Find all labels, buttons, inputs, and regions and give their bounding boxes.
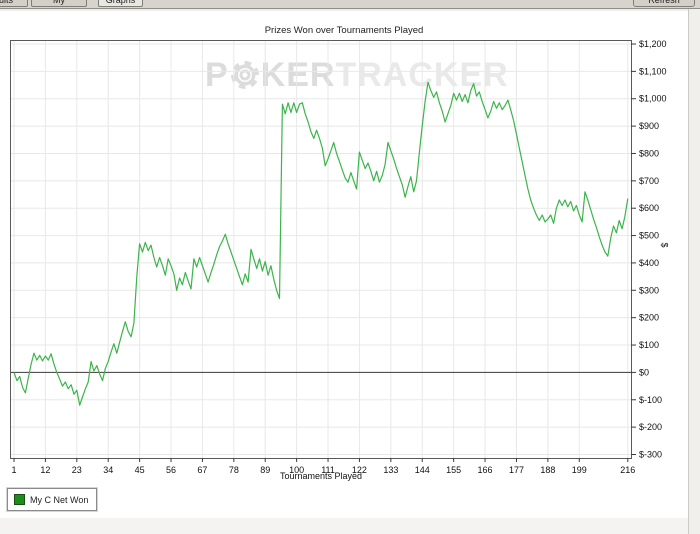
series-line (13, 81, 629, 406)
x-tick-label: 78 (229, 465, 239, 475)
refresh-button-label: Refresh (648, 0, 680, 5)
x-axis-title: Tournaments Played (279, 471, 363, 481)
panel-divider (0, 9, 700, 11)
tab-my-reports-label: My Reports (53, 0, 65, 5)
y-tick-label: $800 (639, 148, 659, 158)
x-tick-label: 1 (11, 465, 16, 475)
plot-border (10, 40, 632, 459)
watermark-ker: KER (260, 56, 336, 94)
chart-title: Prizes Won over Tournaments Played (264, 25, 424, 36)
pokertracker-watermark: P KERTRACKER (205, 56, 509, 99)
y-tick-label: $700 (639, 176, 659, 186)
y-tick-label: $500 (639, 231, 659, 241)
x-tick-label: 177 (509, 465, 524, 475)
y-tick-label: $200 (639, 313, 659, 323)
legend-series-label: My C Net Won (30, 494, 89, 505)
x-tick-label: 100 (289, 465, 304, 475)
top-toolbar: Results My Reports Graphs Refresh (0, 0, 700, 9)
refresh-button[interactable]: Refresh (633, 0, 695, 7)
tab-my-reports[interactable]: My Reports (31, 0, 87, 7)
y-tick-label: $900 (639, 121, 659, 131)
x-tick-label: 89 (260, 465, 270, 475)
x-tick-label: 122 (352, 465, 367, 475)
x-tick-label: 133 (383, 465, 398, 475)
bottom-window-strip (0, 518, 688, 534)
x-tick-label: 56 (166, 465, 176, 475)
y-tick-label: $1,000 (639, 94, 667, 104)
y-tick-label: $1,100 (639, 66, 667, 76)
x-tick-label: 144 (415, 465, 430, 475)
x-tick-label: 111 (321, 465, 335, 475)
y-tick-label: $600 (639, 203, 659, 213)
tab-graphs[interactable]: Graphs (98, 0, 143, 7)
x-tick-label: 45 (135, 465, 145, 475)
x-tick-label: 216 (620, 465, 635, 475)
legend-swatch-green (14, 494, 25, 505)
x-tick-label: 166 (478, 465, 493, 475)
x-tick-label: 155 (446, 465, 461, 475)
y-tick-label: $0 (639, 367, 649, 377)
watermark-p: P (205, 56, 229, 94)
x-tick-label: 12 (40, 465, 50, 475)
y-tick-label: $400 (639, 258, 659, 268)
x-tick-label: 34 (103, 465, 113, 475)
y-axis-title: $ (659, 242, 670, 248)
x-tick-label: 188 (540, 465, 555, 475)
x-tick-label: 199 (572, 465, 587, 475)
right-window-strip (688, 9, 700, 534)
x-tick-label: 23 (72, 465, 82, 475)
y-tick-label: $300 (639, 285, 659, 295)
line-chart-plot: $1,200$1,100$1,000$900$800$700$600$500$4… (10, 40, 667, 475)
legend-box: My C Net Won (7, 488, 98, 511)
watermark-tracker: TRACKER (335, 56, 509, 94)
y-tick-label: $1,200 (639, 40, 667, 49)
y-tick-label: $-100 (639, 395, 662, 405)
tab-results[interactable]: Results (0, 0, 28, 7)
y-tick-label: $-200 (639, 422, 662, 432)
y-tick-label: $-300 (639, 450, 662, 460)
tab-graphs-label: Graphs (105, 0, 136, 5)
tab-results-label: Results (0, 0, 13, 5)
x-tick-label: 67 (197, 465, 207, 475)
y-tick-label: $100 (639, 340, 659, 350)
